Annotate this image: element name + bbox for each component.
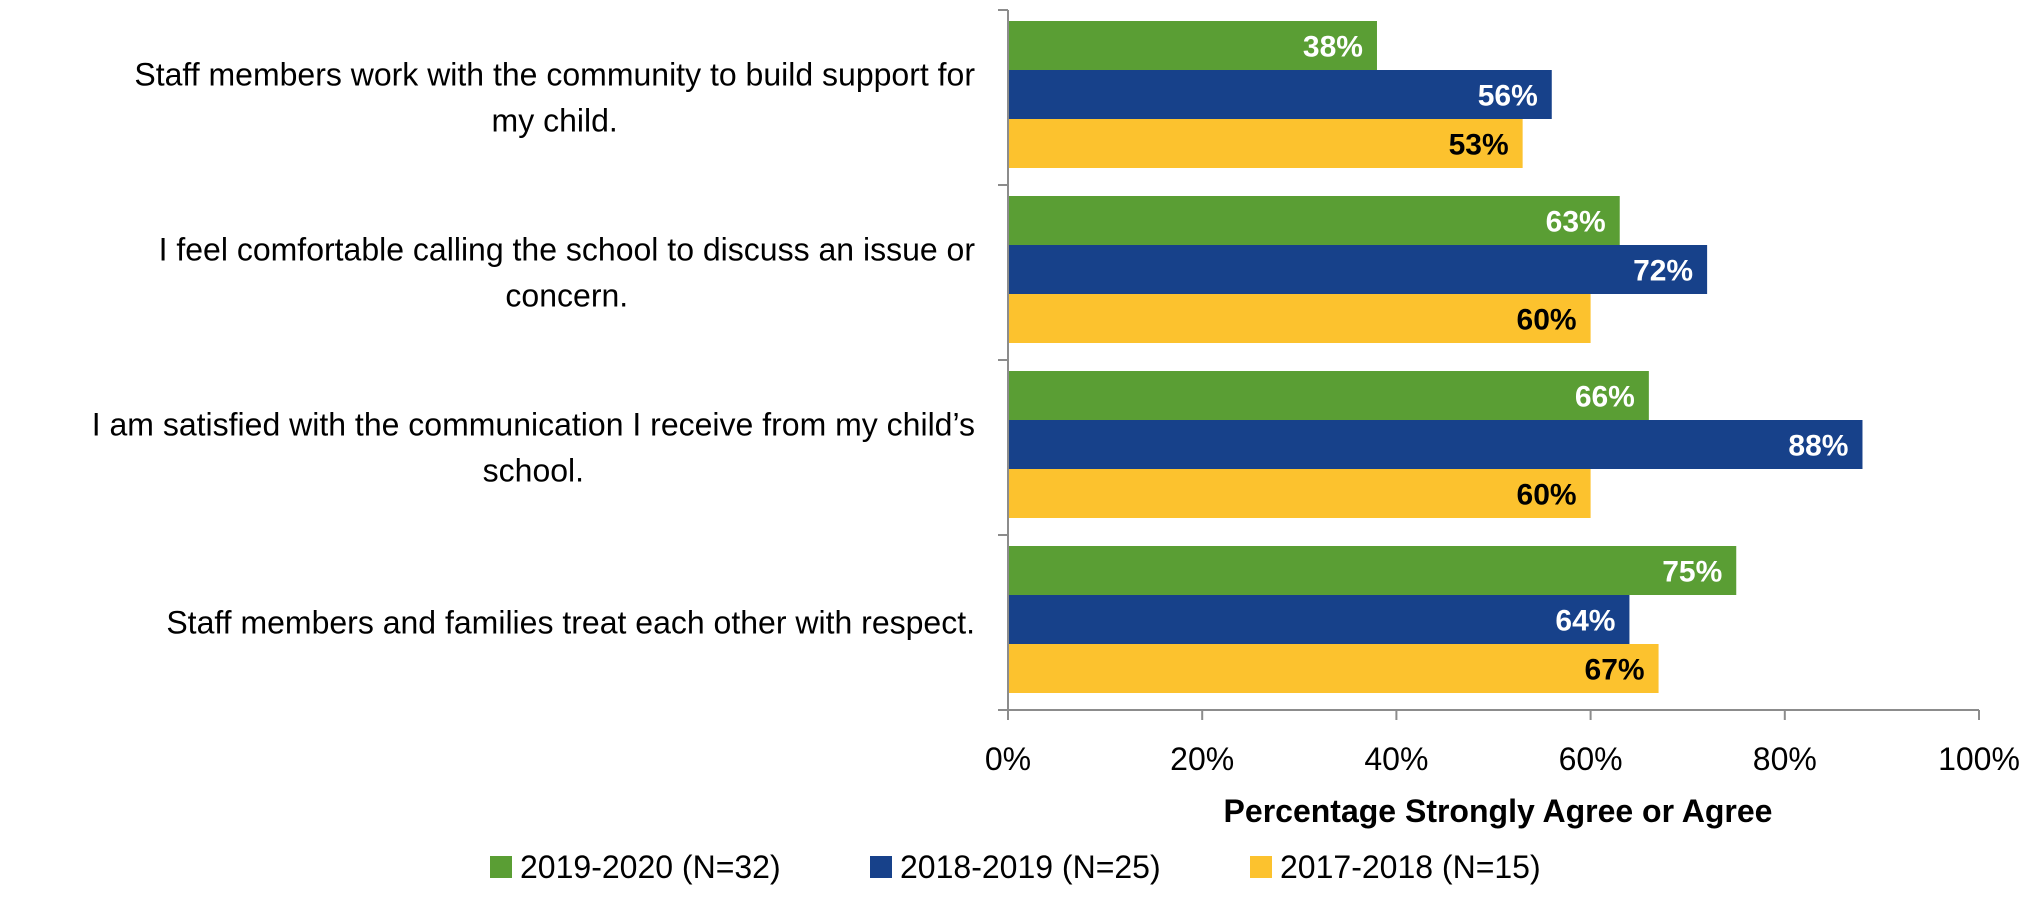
data-label: 64% — [1555, 605, 1615, 638]
x-tick-label: 20% — [1170, 741, 1234, 777]
data-labels-group: 38% 56% 53% 63% 72% 60% 66% 88% 60% 75% 64% 67% — [1303, 31, 1849, 687]
category-label-line: school. — [483, 453, 584, 489]
x-axis-title: Percentage Strongly Agree or Agree — [1224, 793, 1773, 829]
bar — [1008, 644, 1659, 693]
category-label: Staff members work with the community to… — [134, 57, 975, 139]
bar — [1008, 420, 1863, 469]
data-label: 75% — [1662, 556, 1722, 589]
legend-item: 2017-2018 (N=15) — [1250, 849, 1541, 885]
data-label: 60% — [1517, 304, 1577, 337]
bar — [1008, 21, 1377, 70]
legend-item: 2019-2020 (N=32) — [490, 849, 781, 885]
legend-label: 2019-2020 (N=32) — [520, 849, 781, 885]
category-label-line: Staff members and families treat each ot… — [166, 605, 975, 641]
category-label: I am satisfied with the communication I … — [92, 407, 975, 489]
x-tick-label: 100% — [1938, 741, 2020, 777]
bar — [1008, 245, 1708, 294]
category-label-line: I feel comfortable calling the school to… — [159, 232, 976, 268]
data-label: 88% — [1788, 430, 1848, 463]
legend-label: 2017-2018 (N=15) — [1280, 849, 1541, 885]
data-label: 63% — [1546, 206, 1606, 239]
bars-group — [1008, 21, 1863, 693]
bar — [1008, 546, 1737, 595]
category-label-line: Staff members work with the community to… — [134, 57, 975, 93]
bar — [1008, 294, 1591, 343]
data-label: 66% — [1575, 381, 1635, 414]
category-label-line: concern. — [505, 278, 628, 314]
legend-swatch — [870, 856, 892, 878]
category-label-line: I am satisfied with the communication I … — [92, 407, 975, 443]
legend: 2019-2020 (N=32) 2018-2019 (N=25) 2017-201… — [490, 849, 1541, 885]
bar — [1008, 371, 1649, 420]
x-tick-label: 60% — [1559, 741, 1623, 777]
bar — [1008, 70, 1552, 119]
data-label: 72% — [1633, 255, 1693, 288]
legend-item: 2018-2019 (N=25) — [870, 849, 1161, 885]
legend-label: 2018-2019 (N=25) — [900, 849, 1161, 885]
legend-swatch — [1250, 856, 1272, 878]
category-label: I feel comfortable calling the school to… — [159, 232, 976, 314]
data-label: 53% — [1449, 129, 1509, 162]
bar — [1008, 595, 1630, 644]
data-label: 38% — [1303, 31, 1363, 64]
data-label: 60% — [1517, 479, 1577, 512]
bar — [1008, 119, 1523, 168]
bar — [1008, 469, 1591, 518]
axes-group: 0% 20% 40% 60% 80% 100% — [985, 9, 2020, 777]
category-label: Staff members and families treat each ot… — [166, 605, 975, 641]
category-label-line: my child. — [492, 103, 618, 139]
bar — [1008, 196, 1620, 245]
legend-swatch — [490, 856, 512, 878]
data-label: 56% — [1478, 80, 1538, 113]
data-label: 67% — [1585, 654, 1645, 687]
x-tick-label: 40% — [1364, 741, 1428, 777]
category-labels-group: Staff members work with the community to… — [92, 57, 976, 641]
x-tick-label: 80% — [1753, 741, 1817, 777]
x-tick-label: 0% — [985, 741, 1031, 777]
